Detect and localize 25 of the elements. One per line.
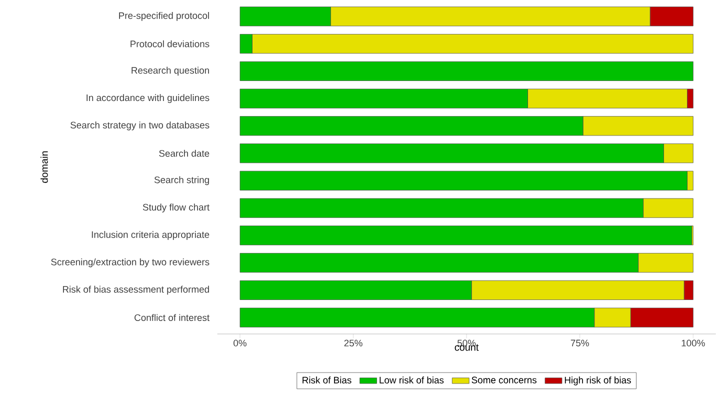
- legend-title: Risk of Bias: [302, 376, 352, 384]
- legend-label: Some concerns: [472, 376, 536, 384]
- legend-label: High risk of bias: [564, 376, 631, 386]
- y-tick-label: Search string: [154, 176, 209, 186]
- x-axis-title: count: [454, 344, 479, 351]
- y-tick-label: Study flow chart: [142, 204, 210, 213]
- y-tick-label: Pre-specified protocol: [119, 12, 209, 21]
- y-tick-label: Inclusion criteria appropriate: [92, 231, 210, 240]
- bar: [240, 226, 692, 246]
- bar: [240, 62, 694, 82]
- y-tick-label: In accordance with guidelines: [86, 94, 210, 104]
- y-tick-label: Conflict of interest: [134, 314, 210, 322]
- x-tick-label: 75%: [570, 340, 589, 346]
- y-tick-label: Research question: [132, 66, 209, 76]
- y-tick-label: Protocol deviations: [130, 40, 210, 48]
- y-tick-label: Screening/extraction by two reviewers: [51, 258, 210, 268]
- x-tick-label: 0%: [234, 340, 246, 347]
- y-axis-title: domain: [40, 151, 48, 183]
- y-tick-label: Search strategy in two databases: [70, 122, 210, 130]
- y-tick-label: Risk of bias assessment performed: [63, 286, 209, 295]
- x-tick-label: 25%: [344, 340, 362, 347]
- legend-label: Low risk of bias: [380, 376, 444, 384]
- y-tick-label: Search date: [159, 150, 210, 157]
- x-tick-label: 100%: [682, 340, 705, 347]
- x-tick-label: 50%: [458, 340, 476, 347]
